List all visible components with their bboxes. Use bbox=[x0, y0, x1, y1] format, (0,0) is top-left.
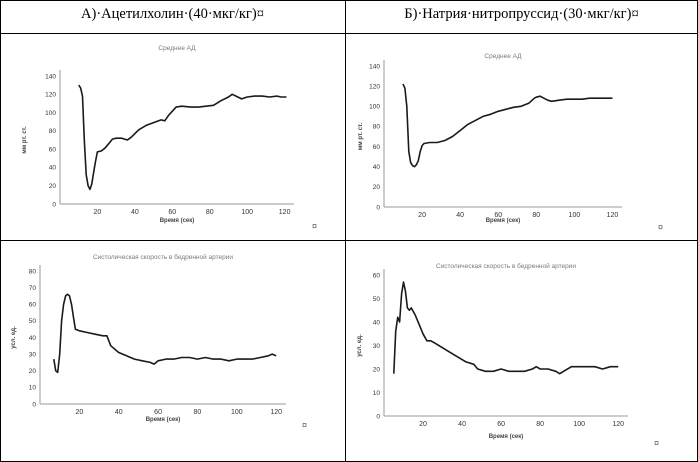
y-tick-label: 140 bbox=[45, 73, 56, 80]
header-left: А)·Ацетилхолин·(40·мкг/кг)¤ bbox=[81, 6, 264, 22]
x-tick-label: 120 bbox=[607, 212, 619, 219]
y-tick-label: 60 bbox=[373, 272, 381, 279]
y-tick-label: 40 bbox=[29, 335, 37, 342]
x-tick-label: 60 bbox=[168, 209, 176, 216]
series-line bbox=[53, 293, 277, 374]
y-tick-label: 20 bbox=[49, 183, 57, 190]
y-tick-label: 0 bbox=[376, 204, 380, 211]
y-tick-label: 50 bbox=[373, 296, 381, 303]
x-tick-label: 40 bbox=[131, 209, 139, 216]
y-axis-label: усл. ед. bbox=[11, 326, 17, 349]
chart-title: Среднее АД bbox=[158, 45, 196, 52]
y-tick-label: 10 bbox=[373, 390, 381, 397]
y-tick-label: 20 bbox=[373, 366, 381, 373]
x-tick-label: 20 bbox=[419, 421, 427, 428]
x-tick-label: 80 bbox=[532, 212, 540, 219]
y-tick-label: 120 bbox=[45, 92, 56, 99]
x-tick-label: 120 bbox=[270, 409, 282, 416]
y-tick-label: 140 bbox=[369, 63, 380, 70]
y-tick-label: 100 bbox=[45, 110, 56, 117]
x-tick-label: 60 bbox=[494, 212, 502, 219]
x-tick-label: 40 bbox=[115, 409, 123, 416]
y-tick-label: 60 bbox=[373, 144, 381, 151]
y-tick-label: 20 bbox=[29, 368, 37, 375]
y-tick-label: 0 bbox=[376, 413, 380, 420]
x-tick-label: 20 bbox=[94, 209, 102, 216]
y-tick-label: 70 bbox=[29, 285, 37, 292]
table-row-divider bbox=[0, 240, 698, 241]
x-tick-label: 60 bbox=[497, 421, 505, 428]
y-axis-label: мм рт. ст. bbox=[358, 123, 364, 151]
y-tick-label: 80 bbox=[49, 128, 57, 135]
x-tick-label: 100 bbox=[573, 421, 585, 428]
x-tick-label: 80 bbox=[194, 409, 202, 416]
chart-title: Среднее АД bbox=[484, 53, 522, 60]
y-tick-label: 60 bbox=[29, 302, 37, 309]
series-line bbox=[393, 281, 619, 375]
cell-end-mark: ¤ bbox=[658, 222, 664, 232]
series-line bbox=[402, 83, 613, 168]
y-tick-label: 40 bbox=[49, 165, 57, 172]
table-column-divider bbox=[345, 0, 346, 462]
cell-end-mark: ¤ bbox=[312, 221, 318, 231]
y-tick-label: 30 bbox=[373, 343, 381, 350]
x-axis-label: Время (сек) bbox=[160, 218, 195, 224]
y-tick-label: 30 bbox=[29, 351, 37, 358]
table-header-divider bbox=[0, 33, 698, 34]
x-tick-label: 100 bbox=[231, 409, 243, 416]
x-tick-label: 20 bbox=[418, 212, 426, 219]
y-tick-label: 60 bbox=[49, 146, 57, 153]
y-tick-label: 80 bbox=[29, 268, 37, 275]
x-tick-label: 100 bbox=[569, 212, 581, 219]
x-axis-label: Время (сек) bbox=[486, 218, 521, 224]
y-tick-label: 0 bbox=[32, 401, 36, 408]
y-tick-label: 40 bbox=[373, 164, 381, 171]
y-axis-label: мм рт. ст. bbox=[22, 126, 28, 154]
x-tick-label: 40 bbox=[456, 212, 464, 219]
chart-femoral-velocity-acetylcholine: Систолическая скорость в бедренной артер… bbox=[11, 253, 286, 423]
x-tick-label: 120 bbox=[279, 209, 291, 216]
table-border-left bbox=[0, 0, 1, 462]
cell-end-mark: ¤ bbox=[302, 420, 308, 430]
y-tick-label: 10 bbox=[29, 385, 37, 392]
series-line bbox=[78, 84, 287, 191]
y-tick-label: 20 bbox=[373, 184, 381, 191]
y-tick-label: 40 bbox=[373, 319, 381, 326]
x-tick-label: 100 bbox=[241, 209, 253, 216]
x-axis-label: Время (сек) bbox=[489, 434, 524, 440]
table-border-top bbox=[0, 0, 698, 1]
y-tick-label: 50 bbox=[29, 318, 37, 325]
y-tick-label: 120 bbox=[369, 83, 380, 90]
x-tick-label: 60 bbox=[154, 409, 162, 416]
y-tick-label: 0 bbox=[52, 201, 56, 208]
x-tick-label: 80 bbox=[206, 209, 214, 216]
x-tick-label: 40 bbox=[458, 421, 466, 428]
x-tick-label: 120 bbox=[612, 421, 624, 428]
chart-mean-bp-acetylcholine: Среднее АД 0 20 40 60 80 100 120 140 20 40 60 80 100 1… bbox=[22, 45, 294, 224]
chart-title: Систолическая скорость в бедренной артер… bbox=[436, 262, 576, 270]
cell-end-mark: ¤ bbox=[654, 438, 660, 448]
x-tick-label: 80 bbox=[536, 421, 544, 428]
chart-mean-bp-nitroprusside: Среднее АД 0 20 40 60 80 100 120 140 20 40 60 80 100 1… bbox=[358, 53, 622, 224]
header-right: Б)·Натрия·нитропруссид·(30·мкг/кг)¤ bbox=[404, 6, 639, 22]
chart-title: Систолическая скорость в бедренной артер… bbox=[93, 253, 233, 261]
x-tick-label: 20 bbox=[75, 409, 83, 416]
chart-femoral-velocity-nitroprusside: Систолическая скорость в бедренной артер… bbox=[357, 262, 628, 440]
y-axis-label: усл. ед. bbox=[357, 334, 363, 357]
x-axis-label: Время (сек) bbox=[146, 417, 181, 423]
y-tick-label: 100 bbox=[369, 104, 380, 111]
y-tick-label: 80 bbox=[373, 124, 381, 131]
